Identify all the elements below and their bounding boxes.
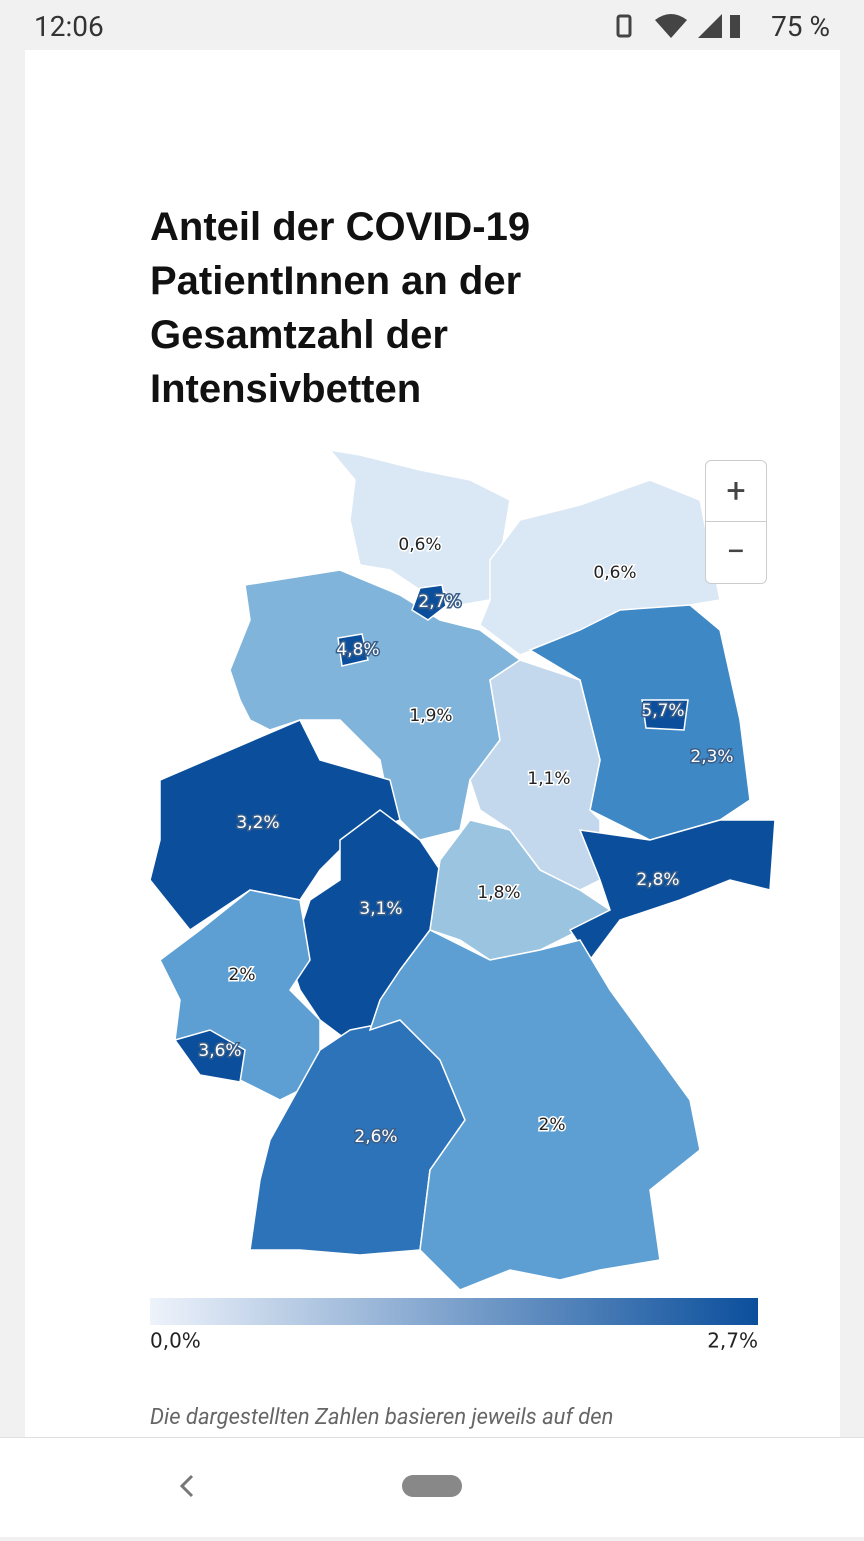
battery: 75 % xyxy=(771,10,830,43)
region xyxy=(149,719,401,932)
region-label: 4,8% xyxy=(336,640,379,660)
region xyxy=(641,699,689,731)
region xyxy=(337,633,369,667)
region xyxy=(173,1029,246,1083)
region-label: 2% xyxy=(539,1115,566,1135)
nav-icons xyxy=(179,1474,462,1498)
home-button[interactable] xyxy=(402,1475,462,1497)
region-label: 2,7% xyxy=(418,592,461,612)
time: 12:06 xyxy=(34,10,104,43)
region-label: 3,6% xyxy=(198,1041,241,1061)
region-label: 2,3% xyxy=(690,747,733,767)
map: 0,6% 0,6% 1,9% 4,8% 2,7% 2,3% 5,7% 1,1% 3,2% 3,1%… xyxy=(149,448,776,1353)
region xyxy=(368,929,701,1291)
region-label: 0,6% xyxy=(593,563,636,583)
region-label: 5,7% xyxy=(641,701,684,721)
status-icons xyxy=(616,14,740,38)
region-label: 3,2% xyxy=(236,813,279,833)
region-label: 3,1% xyxy=(359,899,402,919)
region-label: 1,1% xyxy=(527,769,570,789)
nav-bar xyxy=(0,1437,864,1537)
legend-min: 0,0% xyxy=(150,1329,201,1353)
title: Anteil der COVID-19 PatientInnen an der … xyxy=(150,205,531,411)
back-button[interactable] xyxy=(179,1474,194,1498)
region-label: 2% xyxy=(229,965,256,985)
footnote: Die dargestellten Zahlen basieren jeweil… xyxy=(150,1405,614,1430)
zoom-in[interactable]: + xyxy=(726,471,746,511)
region-label: 0,6% xyxy=(398,535,441,555)
region-label: 1,8% xyxy=(477,883,520,903)
region xyxy=(411,584,447,621)
zoom-out[interactable]: − xyxy=(706,521,766,582)
zoom-control: + − xyxy=(705,460,767,584)
status-bar: 12:06 75 % xyxy=(0,0,864,50)
region xyxy=(328,448,511,606)
region-label: 2,6% xyxy=(354,1127,397,1147)
legend-max: 2,7% xyxy=(707,1329,758,1353)
legend-bar xyxy=(150,1298,758,1325)
region-label: 2,8% xyxy=(636,870,679,890)
region-label: 1,9% xyxy=(409,706,452,726)
region xyxy=(568,819,776,962)
